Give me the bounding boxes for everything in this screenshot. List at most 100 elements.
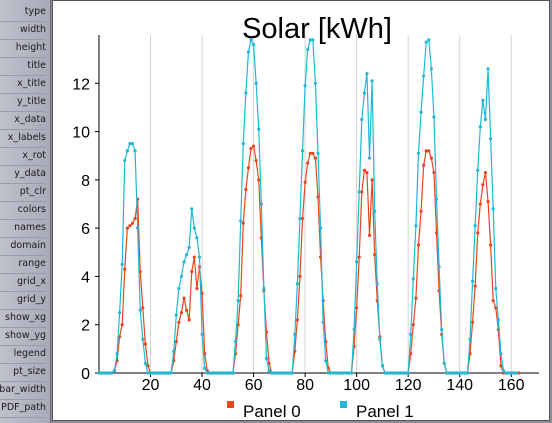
point-panel-0-128	[427, 149, 431, 153]
point-panel-1-17	[141, 337, 145, 341]
point-panel-1-160	[509, 371, 513, 375]
sidebar-item-title[interactable]: title	[0, 57, 46, 76]
point-panel-1-74	[288, 371, 292, 375]
point-panel-1-59	[249, 38, 253, 42]
sidebar-item-x-labels[interactable]: x_labels	[0, 129, 46, 148]
point-panel-1-50	[226, 371, 230, 375]
point-panel-1-129	[429, 67, 433, 71]
point-panel-1-111	[383, 371, 387, 375]
point-panel-1-57	[244, 91, 248, 95]
point-panel-0-17	[141, 306, 145, 310]
point-panel-1-2	[102, 371, 106, 375]
point-panel-1-65	[264, 356, 269, 361]
point-panel-1-118	[401, 371, 405, 375]
point-panel-1-108	[375, 282, 379, 286]
sidebar-item-y-title[interactable]: y_title	[0, 93, 46, 112]
point-panel-0-104	[365, 171, 369, 175]
point-panel-1-58	[246, 50, 251, 54]
sidebar-item-x-title[interactable]: x_title	[0, 75, 46, 94]
point-panel-1-52	[231, 371, 235, 375]
point-panel-1-127	[424, 40, 428, 44]
point-panel-1-114	[391, 371, 395, 375]
point-panel-1-37	[192, 226, 196, 230]
sidebar-item-pt-size[interactable]: pt_size	[0, 363, 46, 382]
point-panel-1-126	[422, 74, 426, 78]
point-panel-1-120	[406, 371, 410, 375]
sidebar-item-x-rot[interactable]: x_rot	[0, 147, 46, 166]
point-panel-1-15	[136, 226, 140, 230]
point-panel-1-69	[275, 371, 279, 375]
sidebar-item-x-data[interactable]: x_data	[0, 111, 46, 130]
point-panel-1-42	[205, 371, 209, 375]
point-panel-1-140	[458, 371, 462, 375]
point-panel-0-77	[295, 318, 299, 322]
point-panel-1-144	[468, 337, 472, 341]
point-panel-1-43	[208, 371, 212, 375]
parameter-sidebar: type width height title x_title y_title x_data…	[0, 0, 51, 423]
sidebar-item-pt-clr[interactable]: pt_clr	[0, 183, 46, 202]
point-panel-1-67	[270, 371, 274, 375]
point-panel-0-56	[241, 221, 245, 225]
sidebar-item-grid-y[interactable]: grid_y	[0, 291, 46, 310]
point-panel-1-30	[174, 313, 178, 317]
point-panel-0-32	[179, 311, 184, 315]
point-panel-0-38	[195, 286, 199, 291]
point-panel-1-116	[396, 371, 400, 375]
point-panel-1-55	[239, 219, 243, 223]
point-panel-0-100	[355, 306, 359, 310]
point-panel-1-21	[151, 371, 155, 375]
point-panel-1-158	[504, 371, 508, 375]
sidebar-item-range[interactable]: range	[0, 255, 46, 274]
point-panel-1-89	[326, 371, 330, 375]
point-panel-1-82	[308, 38, 312, 42]
sidebar-item-width[interactable]: width	[0, 21, 46, 40]
point-panel-0-34	[185, 308, 189, 312]
point-panel-1-155	[496, 318, 500, 322]
point-panel-1-86	[318, 226, 323, 230]
point-panel-1-26	[164, 371, 168, 375]
sidebar-item-show-xg[interactable]: show_xg	[0, 309, 46, 328]
point-panel-0-147	[476, 231, 480, 235]
point-panel-1-8	[118, 311, 122, 315]
point-panel-0-83	[311, 151, 315, 155]
point-panel-1-33	[182, 260, 186, 264]
point-panel-1-99	[352, 327, 356, 332]
point-panel-1-46	[215, 371, 220, 375]
point-panel-1-70	[277, 371, 281, 375]
point-panel-1-136	[447, 371, 451, 375]
sidebar-item-bar-width[interactable]: bar_width	[0, 381, 46, 400]
point-panel-1-83	[311, 38, 315, 42]
point-panel-1-61	[254, 81, 258, 85]
sidebar-item-colors[interactable]: colors	[0, 201, 46, 220]
point-panel-1-72	[282, 371, 287, 375]
point-panel-1-39	[197, 255, 202, 259]
point-panel-1-125	[419, 110, 423, 114]
point-panel-0-9	[120, 323, 124, 327]
sidebar-item-height[interactable]: height	[0, 39, 46, 58]
point-panel-1-24	[159, 371, 163, 375]
sidebar-item-domain[interactable]: domain	[0, 237, 46, 256]
sidebar-item-pdf-path[interactable]: PDF_path	[0, 399, 46, 418]
point-panel-0-61	[254, 158, 258, 163]
point-panel-0-129	[429, 156, 433, 160]
point-panel-1-94	[339, 371, 343, 375]
sidebar-item-show-yg[interactable]: show_yg	[0, 327, 46, 346]
point-panel-0-57	[244, 187, 248, 192]
point-panel-1-32	[179, 274, 184, 279]
sidebar-item-grid-x[interactable]: grid_x	[0, 273, 46, 292]
point-panel-1-77	[295, 282, 299, 286]
point-panel-1-115	[393, 371, 397, 375]
point-panel-1-134	[442, 361, 446, 365]
point-panel-1-23	[156, 371, 160, 375]
sidebar-item-names[interactable]: names	[0, 219, 46, 238]
point-panel-1-146	[473, 224, 477, 228]
point-panel-1-7	[115, 352, 119, 356]
sidebar-item-type[interactable]: type	[0, 3, 46, 22]
sidebar-item-y-data[interactable]: y_data	[0, 165, 46, 184]
point-panel-1-152	[489, 137, 493, 141]
sidebar-item-legend[interactable]: legend	[0, 345, 46, 364]
point-panel-1-9	[120, 262, 124, 266]
point-panel-0-102	[360, 190, 364, 194]
legend-label-panel-0: Panel 0	[243, 402, 301, 421]
point-panel-1-3	[105, 371, 109, 375]
